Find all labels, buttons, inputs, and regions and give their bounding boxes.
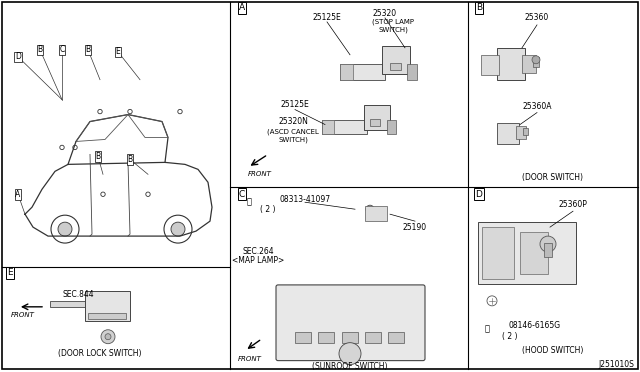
Text: Ⓢ: Ⓢ [484, 324, 490, 333]
Circle shape [128, 109, 132, 114]
Circle shape [178, 109, 182, 114]
Text: <MAP LAMP>: <MAP LAMP> [232, 257, 284, 266]
Bar [388, 332, 404, 343]
Bar [482, 227, 514, 279]
Bar [342, 332, 358, 343]
Text: ( 2 ): ( 2 ) [260, 205, 276, 214]
Text: ( 2 ): ( 2 ) [502, 332, 518, 341]
Text: 08313-41097: 08313-41097 [280, 195, 331, 204]
Text: SEC.264: SEC.264 [242, 247, 274, 256]
Circle shape [366, 205, 374, 213]
Circle shape [98, 109, 102, 114]
Text: 25125E: 25125E [312, 13, 341, 22]
Bar [497, 48, 525, 80]
Bar [478, 222, 576, 284]
Text: FRONT: FRONT [238, 356, 262, 362]
Text: B: B [95, 152, 100, 161]
FancyBboxPatch shape [276, 285, 425, 360]
Text: B: B [476, 3, 482, 13]
Bar [516, 125, 526, 140]
Text: (DOOR LOCK SWITCH): (DOOR LOCK SWITCH) [58, 349, 141, 358]
Text: 25320: 25320 [373, 9, 397, 19]
Text: B: B [85, 45, 91, 54]
Text: 25190: 25190 [403, 222, 427, 232]
Bar [544, 243, 552, 257]
Text: J251010S: J251010S [598, 360, 634, 369]
Bar [85, 291, 130, 321]
Bar [340, 64, 353, 80]
Bar [382, 46, 410, 74]
Text: 25360P: 25360P [559, 200, 588, 209]
Circle shape [339, 343, 361, 365]
Bar [365, 332, 381, 343]
Text: 25360: 25360 [525, 13, 549, 22]
Circle shape [51, 215, 79, 243]
Text: (SUNROOF SWITCH): (SUNROOF SWITCH) [312, 362, 388, 371]
Bar [340, 64, 385, 80]
Text: D: D [15, 52, 21, 61]
Circle shape [60, 145, 64, 150]
Text: FRONT: FRONT [248, 171, 272, 177]
Circle shape [164, 215, 192, 243]
Circle shape [73, 145, 77, 150]
Circle shape [487, 296, 497, 306]
Bar [497, 122, 519, 144]
Bar [370, 119, 380, 125]
Text: (ASCD CANCEL
SWITCH): (ASCD CANCEL SWITCH) [267, 128, 319, 143]
Bar [50, 301, 90, 307]
Bar [88, 313, 126, 319]
Text: 25125E: 25125E [280, 100, 309, 109]
Circle shape [101, 192, 105, 196]
Text: E: E [116, 47, 120, 56]
Circle shape [101, 330, 115, 344]
Bar [387, 119, 396, 135]
Bar [522, 55, 536, 73]
Text: 25360A: 25360A [522, 102, 552, 111]
Text: C: C [239, 190, 245, 199]
Bar [481, 55, 499, 75]
Text: (STOP LAMP
SWITCH): (STOP LAMP SWITCH) [372, 19, 414, 33]
Text: (DOOR SWITCH): (DOOR SWITCH) [522, 173, 584, 182]
Bar [520, 232, 548, 274]
Bar [322, 119, 334, 135]
Circle shape [58, 222, 72, 236]
Bar [407, 64, 417, 80]
Text: 25320N: 25320N [278, 117, 308, 126]
Text: C: C [60, 45, 65, 54]
Bar [322, 119, 367, 135]
Text: SEC.844: SEC.844 [62, 291, 94, 299]
Circle shape [171, 222, 185, 236]
Circle shape [105, 334, 111, 340]
Circle shape [540, 236, 556, 252]
Text: Ⓢ: Ⓢ [246, 198, 252, 207]
Text: D: D [476, 190, 483, 199]
Bar [364, 105, 390, 129]
Circle shape [532, 56, 540, 64]
Bar [295, 332, 311, 343]
Text: FRONT: FRONT [11, 312, 35, 318]
Text: B: B [127, 155, 132, 164]
Text: E: E [7, 269, 13, 278]
Circle shape [146, 192, 150, 196]
Bar [365, 206, 387, 221]
Text: A: A [239, 3, 245, 13]
Bar [390, 63, 401, 70]
Bar [523, 128, 528, 135]
Text: 08146-6165G: 08146-6165G [509, 321, 561, 330]
Text: (HOOD SWITCH): (HOOD SWITCH) [522, 346, 584, 355]
Bar [318, 332, 334, 343]
Text: A: A [15, 190, 20, 199]
Text: B: B [37, 45, 43, 54]
Bar [533, 57, 539, 67]
